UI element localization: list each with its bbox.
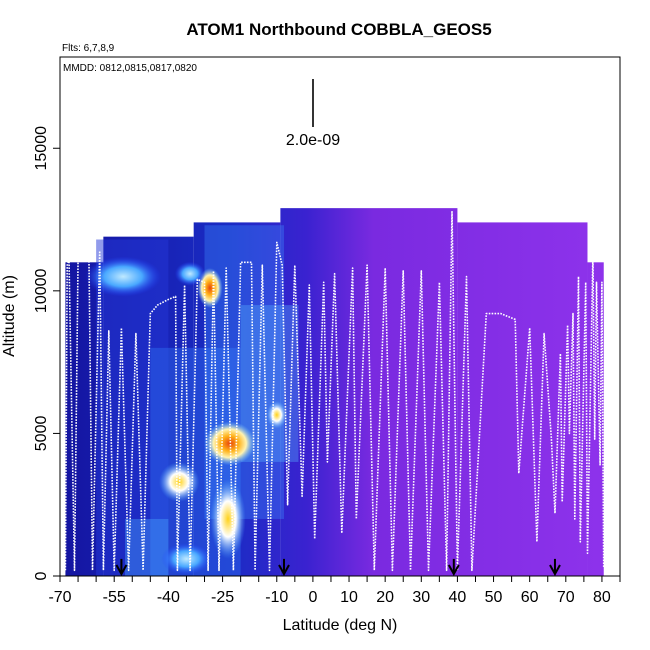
x-tick-label: 10: [340, 589, 358, 606]
y-tick-label: 0: [33, 571, 50, 580]
hotspot-4: [266, 400, 287, 429]
flight-track: [64, 210, 605, 572]
chart-title: ATOM1 Northbound COBBLA_GEOS5: [186, 20, 491, 39]
x-tick-label: -40: [157, 589, 180, 606]
x-tick-label: 60: [521, 589, 539, 606]
x-tick-label: 40: [449, 589, 467, 606]
x-tick-label: 0: [308, 589, 317, 606]
location-arrow-0: [115, 558, 128, 576]
curtain-column-4: [457, 222, 588, 576]
x-tick-label: 20: [376, 589, 394, 606]
hotspot-6: [85, 256, 162, 297]
location-arrow-2: [447, 558, 460, 576]
scale-label: 2.0e-09: [286, 132, 340, 149]
chart-annotation: MMDD: 0812,0815,0817,0820: [63, 63, 197, 74]
x-axis-title: Latitude (deg N): [283, 617, 398, 634]
y-axis-title: Altitude (m): [1, 275, 18, 357]
y-tick-label: 5000: [33, 416, 50, 452]
x-tick-label: 80: [593, 589, 611, 606]
hotspot-5: [174, 261, 206, 286]
x-tick-label: 50: [485, 589, 503, 606]
location-arrow-3: [549, 558, 561, 576]
location-arrow-1: [278, 558, 290, 576]
hotspot-3: [210, 479, 246, 559]
texture-band-4: [125, 518, 169, 576]
x-tick-label: -70: [48, 589, 71, 606]
hotspot-7: [161, 542, 212, 575]
x-tick-label: -55: [103, 589, 126, 606]
x-tick-label: -10: [265, 589, 288, 606]
x-tick-label: 70: [557, 589, 575, 606]
x-tick-label: 30: [412, 589, 430, 606]
x-tick-label: -25: [211, 589, 234, 606]
y-tick-label: 10000: [33, 268, 50, 313]
y-tick-label: 15000: [33, 126, 50, 171]
chart-subtitle: Flts: 6,7,8,9: [62, 43, 115, 54]
